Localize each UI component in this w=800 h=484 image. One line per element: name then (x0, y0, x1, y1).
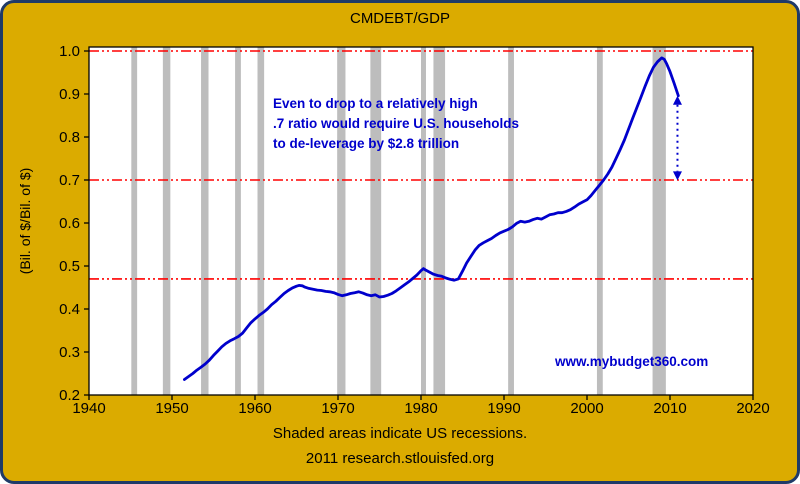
y-tick-label: 0.9 (59, 86, 80, 103)
caption-source: 2011 research.stlouisfed.org (305, 450, 495, 467)
recession-bands (131, 47, 666, 395)
recession-band (508, 47, 514, 395)
x-tick-label: 1950 (155, 400, 188, 417)
arrow-head-up-icon (672, 95, 682, 105)
x-tick-label: 1980 (404, 400, 437, 417)
recession-band (201, 47, 209, 395)
x-axis: 1940 1950 1960 1970 1980 1990 2000 2010 2020 (72, 395, 770, 417)
deleverage-arrow-icon (672, 95, 682, 181)
x-tick-label: 2010 (653, 400, 686, 417)
y-tick-label: 0.4 (59, 301, 80, 318)
recession-band (337, 47, 346, 395)
recession-band (370, 47, 382, 395)
recession-band (421, 47, 426, 395)
x-tick-label: 1960 (238, 400, 271, 417)
y-tick-label: 0.5 (59, 258, 80, 275)
y-tick-label: 0.6 (59, 215, 80, 232)
plot-area: 1940 1950 1960 1970 1980 1990 2000 2010 20200.20… (59, 43, 770, 417)
x-tick-label: 1990 (487, 400, 520, 417)
recession-band (652, 47, 666, 395)
y-tick-label: 0.7 (59, 172, 80, 189)
y-tick-label: 0.8 (59, 129, 80, 146)
x-tick-label: 2020 (736, 400, 769, 417)
x-tick-label: 2000 (570, 400, 603, 417)
annotation-line-3: to de-leverage by $2.8 trillion (273, 136, 460, 151)
x-tick-label: 1970 (321, 400, 354, 417)
recession-band (596, 47, 603, 395)
data-line (182, 56, 680, 381)
y-tick-label: 0.3 (59, 344, 80, 361)
recession-band (162, 47, 171, 395)
watermark-text: www.mybudget360.com (555, 354, 709, 369)
y-tick-label: 1.0 (59, 43, 80, 60)
recession-band (131, 47, 138, 395)
annotation-line-1: Even to drop to a relatively high (273, 96, 478, 111)
x-tick-label: 1940 (72, 400, 105, 417)
arrow-head-down-icon (672, 171, 682, 181)
annotation-line-2: .7 ratio would require U.S. households (273, 116, 520, 131)
annotation-text: Even to drop to a relatively high .7 rat… (273, 94, 519, 154)
caption-recessions: Shaded areas indicate US recessions. (272, 425, 528, 442)
chart-title: CMDEBT/GDP (349, 10, 450, 27)
y-tick-label: 0.2 (59, 387, 80, 404)
recession-band (235, 47, 241, 395)
reference-lines (89, 50, 753, 280)
recession-band (433, 47, 446, 395)
y-axis: 0.2 0.3 0.4 0.5 0.6 0.7 0.8 0.9 1.0 (59, 43, 89, 404)
recession-band (257, 47, 265, 395)
